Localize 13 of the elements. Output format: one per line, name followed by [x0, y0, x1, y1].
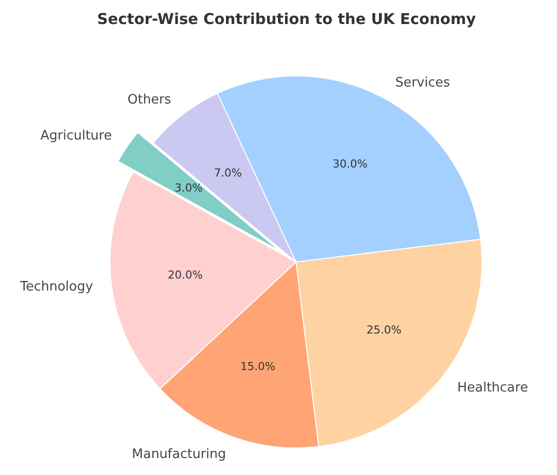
- data-label: 30.0%: [332, 157, 368, 170]
- data-label: 3.0%: [174, 181, 203, 194]
- slice-label: Manufacturing: [132, 446, 226, 462]
- slice-label: Agriculture: [40, 128, 112, 144]
- slice-label: Others: [127, 92, 172, 108]
- chart-title: Sector-Wise Contribution to the UK Economy: [97, 10, 476, 28]
- slice-label: Technology: [19, 279, 94, 294]
- slice-label: Healthcare: [457, 380, 528, 396]
- data-label: 15.0%: [240, 360, 276, 373]
- data-label: 25.0%: [366, 324, 402, 337]
- slice-label: Services: [395, 76, 450, 91]
- data-label: 7.0%: [214, 166, 242, 180]
- data-label: 20.0%: [168, 268, 203, 282]
